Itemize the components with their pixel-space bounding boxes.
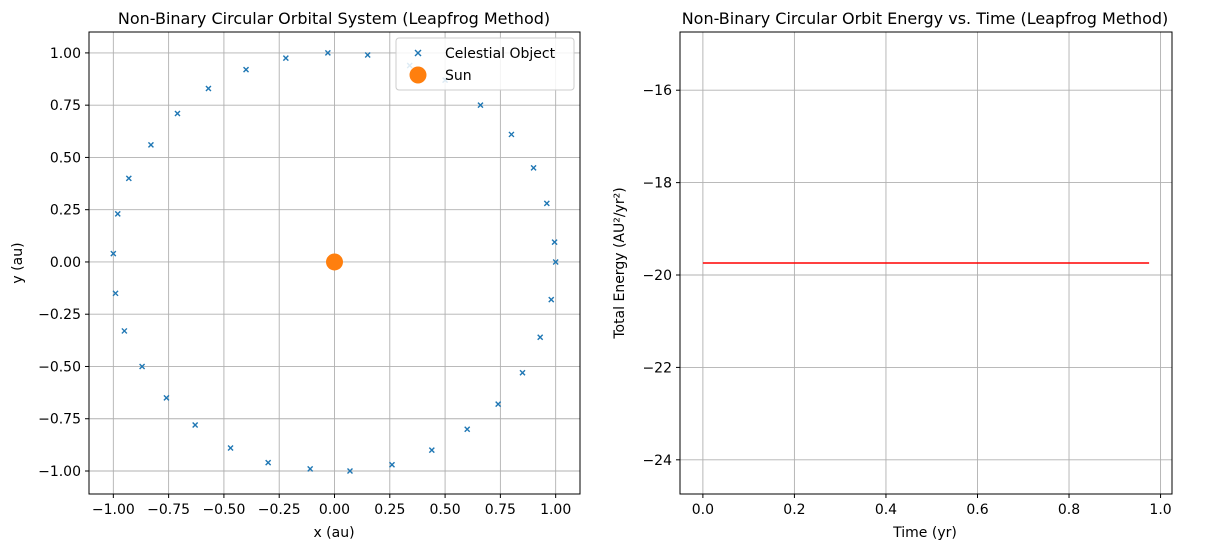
orbit-point — [282, 55, 289, 62]
y-tick-label: −0.25 — [38, 307, 81, 323]
x-tick-label: 0.25 — [374, 502, 405, 518]
x-tick-label: 1.0 — [1149, 502, 1171, 518]
orbit-point — [110, 250, 117, 257]
x-tick-label: −0.75 — [147, 502, 190, 518]
orbit-point — [346, 468, 353, 474]
y-tick-label: −0.75 — [38, 412, 81, 428]
orbit-chart-ylabel: y (au) — [10, 242, 26, 283]
x-tick-label: 0.00 — [319, 502, 350, 518]
x-tick-label: −1.00 — [92, 502, 135, 518]
legend-box — [395, 37, 575, 91]
energy-chart-ylabel: Total Energy (AU²/yr²) — [612, 187, 628, 339]
orbit-point — [537, 334, 544, 341]
legend-marker-celestial-object — [414, 49, 422, 57]
orbit-point — [163, 394, 170, 401]
orbit-point — [205, 85, 212, 92]
orbit-chart-title: Non-Binary Circular Orbital System (Leap… — [118, 9, 550, 28]
energy-chart-title: Non-Binary Circular Orbit Energy vs. Tim… — [682, 9, 1169, 28]
y-tick-label: 0.00 — [50, 255, 81, 271]
orbit-chart-legend: Celestial Object Sun — [395, 37, 575, 91]
y-tick-label: 0.25 — [50, 203, 81, 219]
x-tick-label: 0.50 — [429, 502, 460, 518]
orbit-point — [307, 465, 314, 472]
y-tick-label: −18 — [642, 176, 672, 192]
orbit-point — [265, 459, 272, 466]
energy-chart-xlabel: Time (yr) — [892, 525, 957, 541]
orbit-chart: Non-Binary Circular Orbital System (Leap… — [10, 9, 581, 541]
y-tick-label: −22 — [642, 360, 672, 376]
orbit-point — [543, 200, 550, 207]
orbit-point — [464, 426, 471, 433]
y-tick-label: 1.00 — [50, 46, 81, 62]
y-tick-label: −20 — [642, 268, 672, 284]
orbit-point — [477, 102, 484, 109]
orbit-point — [495, 401, 502, 408]
y-tick-label: −0.50 — [38, 359, 81, 375]
y-tick-label: −24 — [642, 453, 672, 469]
legend-label-celestial-object: Celestial Object — [445, 46, 556, 62]
orbit-chart-ticks: −1.00 −0.75 −0.50 −0.25 0.00 0.25 0.50 0.75 1.00… — [38, 46, 571, 518]
energy-chart-frame — [679, 31, 1173, 495]
orbit-chart-marks — [110, 49, 559, 474]
y-tick-label: 0.75 — [50, 98, 81, 114]
orbit-point — [227, 445, 234, 452]
orbit-point — [139, 363, 146, 370]
sun-point — [326, 253, 343, 271]
orbit-point — [519, 369, 526, 376]
x-tick-label: 0.6 — [966, 502, 988, 518]
x-tick-label: 0.8 — [1058, 502, 1080, 518]
x-tick-label: −0.25 — [258, 502, 301, 518]
x-tick-label: 0.4 — [875, 502, 897, 518]
orbit-point — [192, 422, 199, 429]
energy-chart-ticks: 0.0 0.2 0.4 0.6 0.8 1.0 −24 −22 −20 −18 −16 — [642, 83, 1171, 518]
x-tick-label: −0.50 — [202, 502, 245, 518]
orbit-point — [121, 327, 128, 334]
y-tick-label: 0.50 — [50, 150, 81, 166]
orbit-point — [243, 66, 250, 73]
orbit-point — [530, 164, 537, 171]
y-tick-label: −1.00 — [38, 464, 81, 480]
legend-label-sun: Sun — [445, 68, 472, 84]
orbit-point — [147, 141, 154, 148]
y-tick-label: −16 — [642, 83, 672, 99]
orbit-point — [364, 52, 371, 58]
orbit-chart-xlabel: x (au) — [313, 525, 354, 541]
orbit-point — [389, 461, 395, 468]
x-tick-label: 0.75 — [485, 502, 516, 518]
x-tick-label: 0.2 — [783, 502, 805, 518]
x-tick-label: 1.00 — [540, 502, 571, 518]
x-tick-label: 0.0 — [692, 502, 714, 518]
energy-chart: Non-Binary Circular Orbit Energy vs. Tim… — [612, 9, 1173, 541]
orbit-point — [548, 296, 555, 303]
legend-marker-sun — [409, 66, 427, 84]
orbit-point — [125, 175, 132, 182]
orbit-point — [112, 290, 119, 297]
orbit-point — [114, 210, 121, 217]
orbit-point — [174, 110, 181, 117]
orbit-point — [428, 447, 435, 454]
orbit-point — [324, 49, 331, 56]
orbit-point — [508, 131, 515, 138]
orbit-point — [551, 239, 558, 246]
orbit-point — [552, 258, 559, 265]
